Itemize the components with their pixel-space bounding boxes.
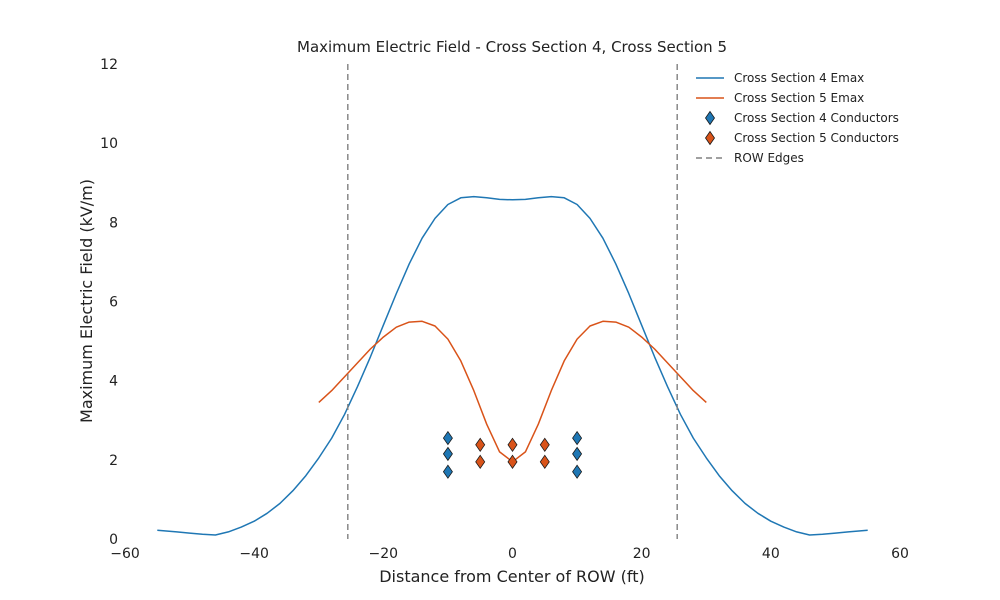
- y-tick-label: 12: [100, 57, 118, 73]
- conductor-marker: [572, 464, 583, 479]
- conductor-marker: [475, 454, 486, 470]
- y-axis-ticks: 0 2 4 6 8 10 12: [100, 57, 118, 548]
- y-tick-label: 2: [109, 453, 118, 469]
- conductor-marker: [442, 464, 453, 479]
- legend-entry: ROW Edges: [696, 151, 804, 165]
- legend-label: Cross Section 4 Conductors: [734, 111, 899, 125]
- y-tick-label: 0: [109, 532, 118, 548]
- legend-entry: Cross Section 5 Emax: [696, 91, 864, 105]
- x-axis-ticks: −60 −40 −20 0 20 40 60: [110, 546, 909, 562]
- legend-entry: Cross Section 5 Conductors: [705, 130, 899, 146]
- legend-label: ROW Edges: [734, 151, 804, 165]
- chart-title: Maximum Electric Field - Cross Section 4…: [297, 38, 727, 56]
- y-tick-label: 10: [100, 136, 118, 152]
- x-tick-label: −60: [110, 546, 140, 562]
- conductor-marker: [475, 437, 486, 452]
- legend-entry: Cross Section 4 Conductors: [705, 110, 899, 126]
- legend-label: Cross Section 5 Emax: [734, 91, 864, 105]
- x-tick-label: −20: [369, 546, 399, 562]
- y-axis-label: Maximum Electric Field (kV/m): [77, 179, 96, 423]
- legend-swatch-marker: [705, 130, 715, 146]
- series-line-0: [157, 195, 868, 536]
- conductor-marker: [572, 446, 583, 462]
- plot-area: [157, 64, 868, 539]
- conductor-marker: [442, 430, 453, 446]
- y-tick-label: 4: [109, 374, 118, 390]
- y-tick-label: 8: [109, 215, 118, 231]
- x-axis-label: Distance from Center of ROW (ft): [379, 567, 645, 586]
- legend: Cross Section 4 Emax Cross Section 5 Emax…: [696, 71, 899, 165]
- x-tick-label: 60: [891, 546, 909, 562]
- conductor-marker: [507, 454, 518, 470]
- legend-label: Cross Section 4 Emax: [734, 71, 864, 85]
- conductor-marker: [442, 446, 453, 462]
- x-tick-label: 0: [508, 546, 517, 562]
- conductor-marker: [539, 454, 550, 470]
- conductor-marker: [572, 430, 583, 446]
- legend-label: Cross Section 5 Conductors: [734, 131, 899, 145]
- y-tick-label: 6: [109, 295, 118, 311]
- legend-swatch-marker: [705, 110, 715, 126]
- x-tick-label: 40: [762, 546, 780, 562]
- conductor-marker: [539, 437, 550, 452]
- conductor-marker: [507, 437, 518, 452]
- x-tick-label: −40: [239, 546, 269, 562]
- legend-entry: Cross Section 4 Emax: [696, 71, 864, 85]
- x-tick-label: 20: [633, 546, 651, 562]
